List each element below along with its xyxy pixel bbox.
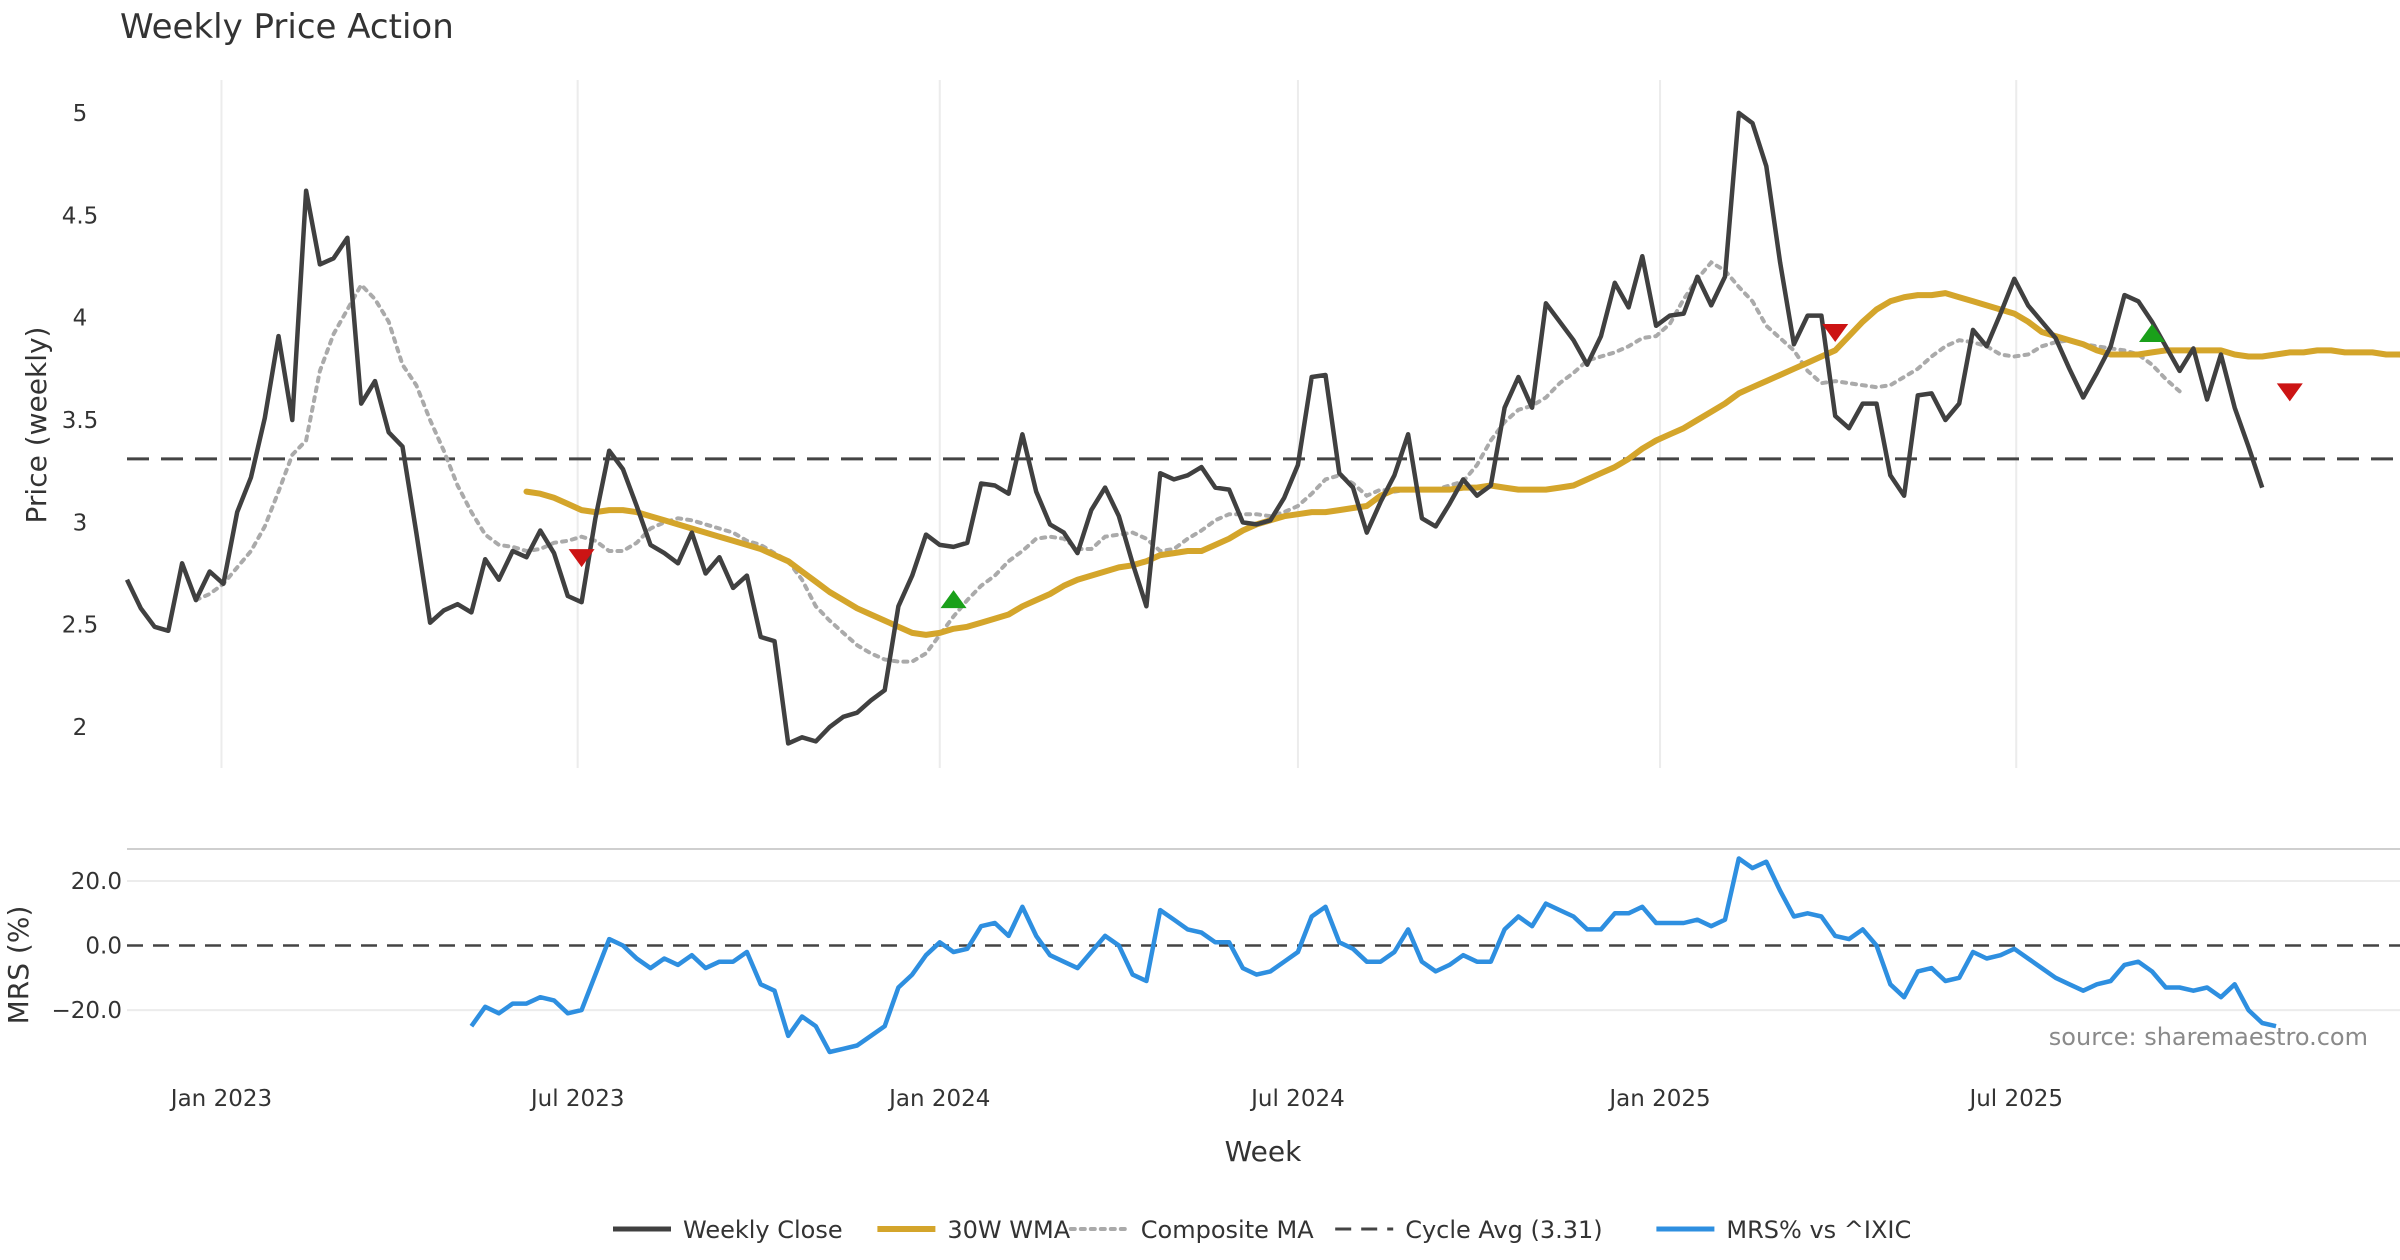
price-y-tick-label: 2.5	[62, 613, 99, 639]
legend-item-composite: Composite MA	[1068, 1216, 1314, 1244]
x-axis-title: Week	[1225, 1135, 1302, 1168]
mrs-y-axis-title: MRS (%)	[2, 906, 35, 1025]
mrs-panel: −20.0 0.0 20.0	[52, 856, 2400, 1055]
x-tick-labels: Jan 2023 Jul 2023 Jan 2024 Jul 2024 Jan 2025…	[169, 1086, 2063, 1112]
mrs-y-tick-label: 20.0	[71, 869, 122, 895]
buy-signal-marker	[2139, 324, 2166, 343]
price-y-tick-label: 4	[73, 306, 88, 332]
weekly-close-line	[124, 110, 2265, 746]
sell-signal-marker	[2276, 383, 2303, 402]
signal-markers	[568, 323, 2303, 609]
sell-signal-marker	[568, 549, 595, 568]
composite-ma-line	[193, 259, 2182, 664]
legend-label: Cycle Avg (3.31)	[1405, 1216, 1602, 1244]
legend-item-mrs: MRS% vs ^IXIC	[1656, 1216, 1911, 1244]
wma-30w-line	[523, 290, 2400, 638]
legend-item-wma: 30W WMA	[877, 1216, 1071, 1244]
legend-label: 30W WMA	[947, 1216, 1070, 1244]
mrs-line	[469, 856, 2277, 1055]
x-tick-label: Jul 2023	[529, 1086, 625, 1112]
price-y-tick-label: 5	[73, 101, 88, 127]
legend-label: MRS% vs ^IXIC	[1726, 1216, 1911, 1244]
price-panel: 2 2.5 3 3.5 4 4.5 5	[62, 80, 2400, 768]
legend-label: Weekly Close	[683, 1216, 843, 1244]
legend-item-close: Weekly Close	[613, 1216, 843, 1244]
price-y-tick-label: 3	[73, 510, 88, 536]
source-note: source: sharemaestro.com	[2049, 1023, 2368, 1051]
mrs-y-tick-label: 0.0	[85, 934, 122, 960]
x-tick-label: Jan 2025	[1607, 1086, 1710, 1112]
buy-signal-marker	[940, 590, 967, 609]
x-tick-label: Jul 2024	[1249, 1086, 1345, 1112]
price-y-tick-label: 4.5	[62, 203, 99, 229]
price-y-tick-label: 2	[73, 715, 88, 741]
legend-label: Composite MA	[1141, 1216, 1314, 1244]
price-y-ticks: 2 2.5 3 3.5 4 4.5 5	[62, 101, 99, 741]
x-tick-label: Jan 2023	[169, 1086, 272, 1112]
price-gridlines	[220, 80, 2018, 768]
legend: Weekly Close 30W WMA Composite MA Cycle Avg…	[613, 1216, 1911, 1244]
x-tick-label: Jul 2025	[1967, 1086, 2063, 1112]
price-y-axis-title: Price (weekly)	[20, 327, 53, 524]
mrs-y-ticks: −20.0 0.0 20.0	[52, 869, 122, 1024]
sell-signal-marker	[1822, 323, 1849, 342]
price-y-tick-label: 3.5	[62, 408, 99, 434]
mrs-y-tick-label: −20.0	[52, 998, 122, 1024]
legend-item-cycle: Cycle Avg (3.31)	[1335, 1216, 1603, 1244]
chart-title: Weekly Price Action	[120, 7, 454, 47]
x-tick-label: Jan 2024	[887, 1086, 990, 1112]
